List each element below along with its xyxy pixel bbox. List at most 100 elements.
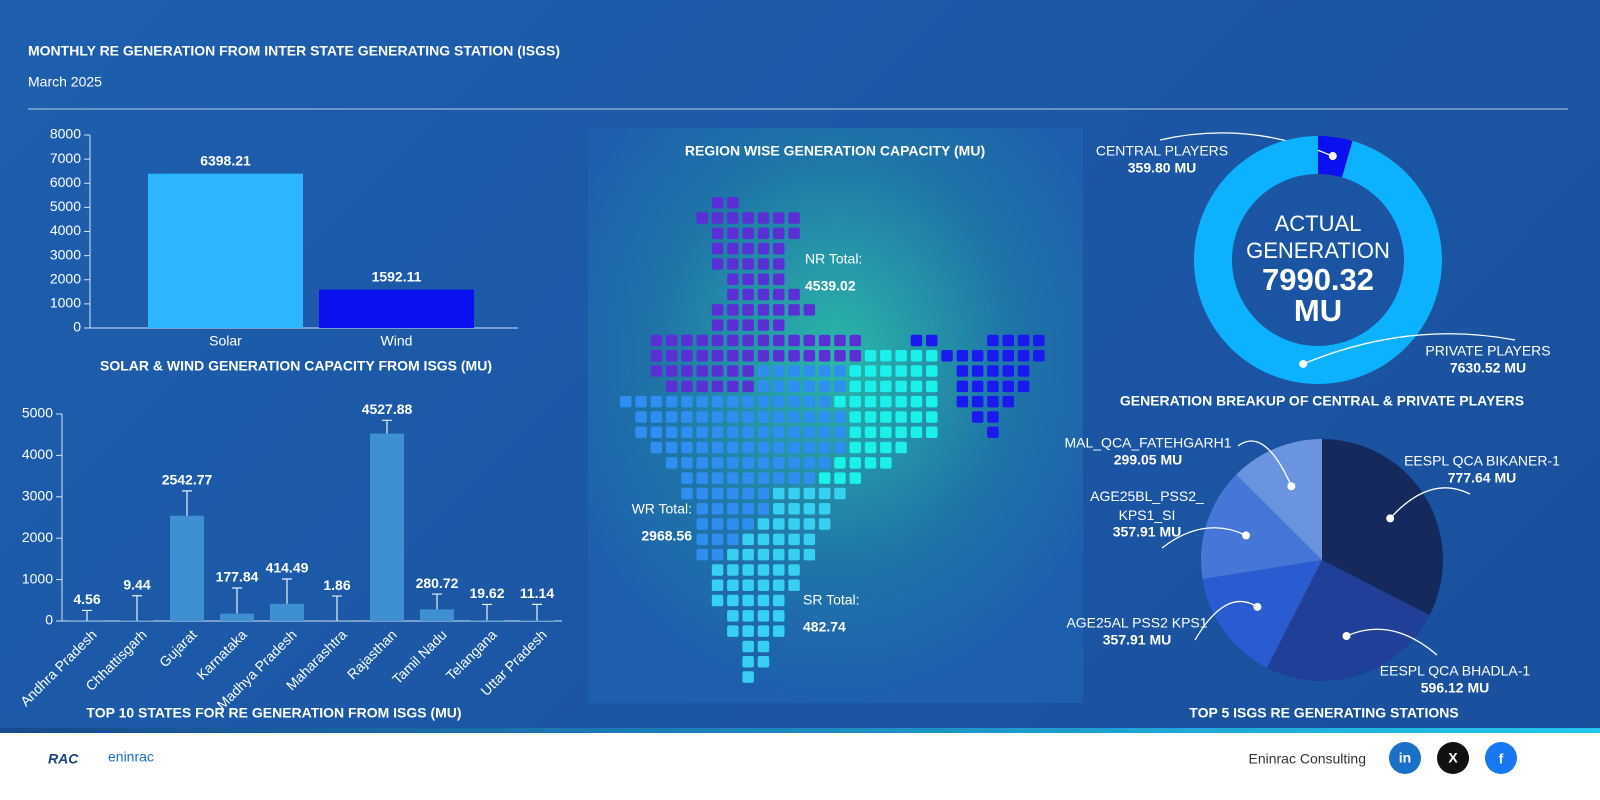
- map-tile: [987, 426, 999, 438]
- map-tile: [773, 426, 785, 438]
- map-tile: [742, 656, 754, 668]
- map-tile: [742, 625, 754, 637]
- icon-label[interactable]: X: [1448, 750, 1458, 766]
- map-tile: [895, 426, 907, 438]
- map-tile: [818, 457, 831, 469]
- bar: [319, 289, 474, 328]
- map-tile: [834, 350, 846, 362]
- map-tile: [803, 487, 816, 500]
- map-tile: [895, 441, 907, 454]
- x-tick-label: Wind: [381, 333, 413, 349]
- map-tile: [803, 533, 816, 546]
- map-tile: [926, 350, 938, 362]
- leader-dot: [1386, 514, 1395, 523]
- map-tile: [711, 472, 724, 484]
- map-tile: [711, 411, 724, 423]
- map-tile: [681, 487, 693, 500]
- y-tick-label: 0: [45, 612, 53, 628]
- map-tile: [803, 441, 816, 454]
- map-tile: [849, 350, 861, 362]
- map-tile: [635, 426, 647, 438]
- facebook-icon[interactable]: [1485, 742, 1517, 774]
- map-tile: [696, 533, 708, 546]
- map-tile: [834, 472, 846, 484]
- map-tile: [696, 365, 708, 377]
- logo-mark: RAC: [48, 751, 79, 767]
- map-tile: [665, 334, 678, 347]
- map-tile: [727, 564, 739, 576]
- map-tile: [834, 426, 846, 438]
- map-tile: [880, 350, 892, 362]
- chart-title: TOP 10 STATES FOR RE GENERATION FROM ISG…: [86, 705, 461, 721]
- map-tile: [711, 319, 724, 331]
- map-tile: [788, 395, 800, 408]
- map-tile: [773, 518, 785, 530]
- map-tile: [818, 350, 831, 362]
- map-tile: [834, 487, 846, 500]
- slice: [1266, 560, 1430, 681]
- map-tile: [727, 503, 739, 515]
- map-tile: [803, 334, 816, 347]
- icon-label[interactable]: in: [1399, 750, 1411, 766]
- map-tile: [742, 548, 754, 561]
- map-tile: [773, 380, 785, 393]
- map-tile: [818, 426, 831, 438]
- value-label: 1.86: [323, 577, 350, 593]
- chart-title: SOLAR & WIND GENERATION CAPACITY FROM IS…: [100, 358, 492, 374]
- map-tile: [727, 258, 739, 270]
- map-tile: [987, 365, 999, 377]
- x-icon[interactable]: [1437, 742, 1469, 774]
- map-tile: [757, 487, 770, 500]
- map-tile: [742, 288, 754, 301]
- map-tile: [757, 212, 770, 224]
- value-label: 414.49: [266, 560, 309, 576]
- map-tile: [849, 411, 861, 423]
- map-tile: [818, 518, 831, 530]
- map-tile: [635, 411, 647, 423]
- map-tile: [834, 395, 846, 408]
- map-tile: [803, 304, 816, 316]
- map-tile: [880, 457, 892, 469]
- map-tile: [757, 288, 770, 301]
- map-tile: [956, 380, 969, 393]
- map-tile: [788, 411, 800, 423]
- map-tile: [665, 395, 678, 408]
- map-tile: [620, 395, 632, 408]
- map-tile: [742, 411, 754, 423]
- slice: [1194, 136, 1442, 384]
- slice-label: MAL_QCA_FATEHGARH1: [1064, 435, 1231, 451]
- map-tile: [880, 365, 892, 377]
- map-tile: [757, 610, 770, 622]
- map-tile: [757, 518, 770, 530]
- map-tile: [1033, 334, 1045, 347]
- linkedin-icon[interactable]: [1389, 742, 1421, 774]
- map-tile: [818, 380, 831, 393]
- map-tile: [665, 457, 678, 469]
- map-tile: [773, 625, 785, 637]
- map-tile: [727, 288, 739, 301]
- map-tile: [727, 548, 739, 561]
- map-tile: [1017, 365, 1030, 377]
- map-tile: [696, 503, 708, 515]
- leader-dot: [1253, 602, 1262, 611]
- map-tile: [818, 503, 831, 515]
- map-tile: [910, 411, 923, 423]
- map-tile: [818, 441, 831, 454]
- page-title: MONTHLY RE GENERATION FROM INTER STATE G…: [28, 43, 560, 59]
- map-tile: [742, 395, 754, 408]
- map-tile: [864, 411, 877, 423]
- map-tile: [773, 411, 785, 423]
- map-tile: [696, 411, 708, 423]
- map-tile: [742, 365, 754, 377]
- map-tile: [757, 426, 770, 438]
- slice: [1322, 439, 1443, 616]
- map-tile: [650, 411, 663, 423]
- map-tile: [681, 365, 693, 377]
- y-tick-label: 3000: [22, 488, 53, 504]
- icon-label[interactable]: f: [1499, 751, 1504, 767]
- map-tile: [696, 441, 708, 454]
- map-tile: [757, 579, 770, 591]
- map-tile: [742, 273, 754, 285]
- leader-dot: [1287, 482, 1296, 491]
- map-tile: [849, 457, 861, 469]
